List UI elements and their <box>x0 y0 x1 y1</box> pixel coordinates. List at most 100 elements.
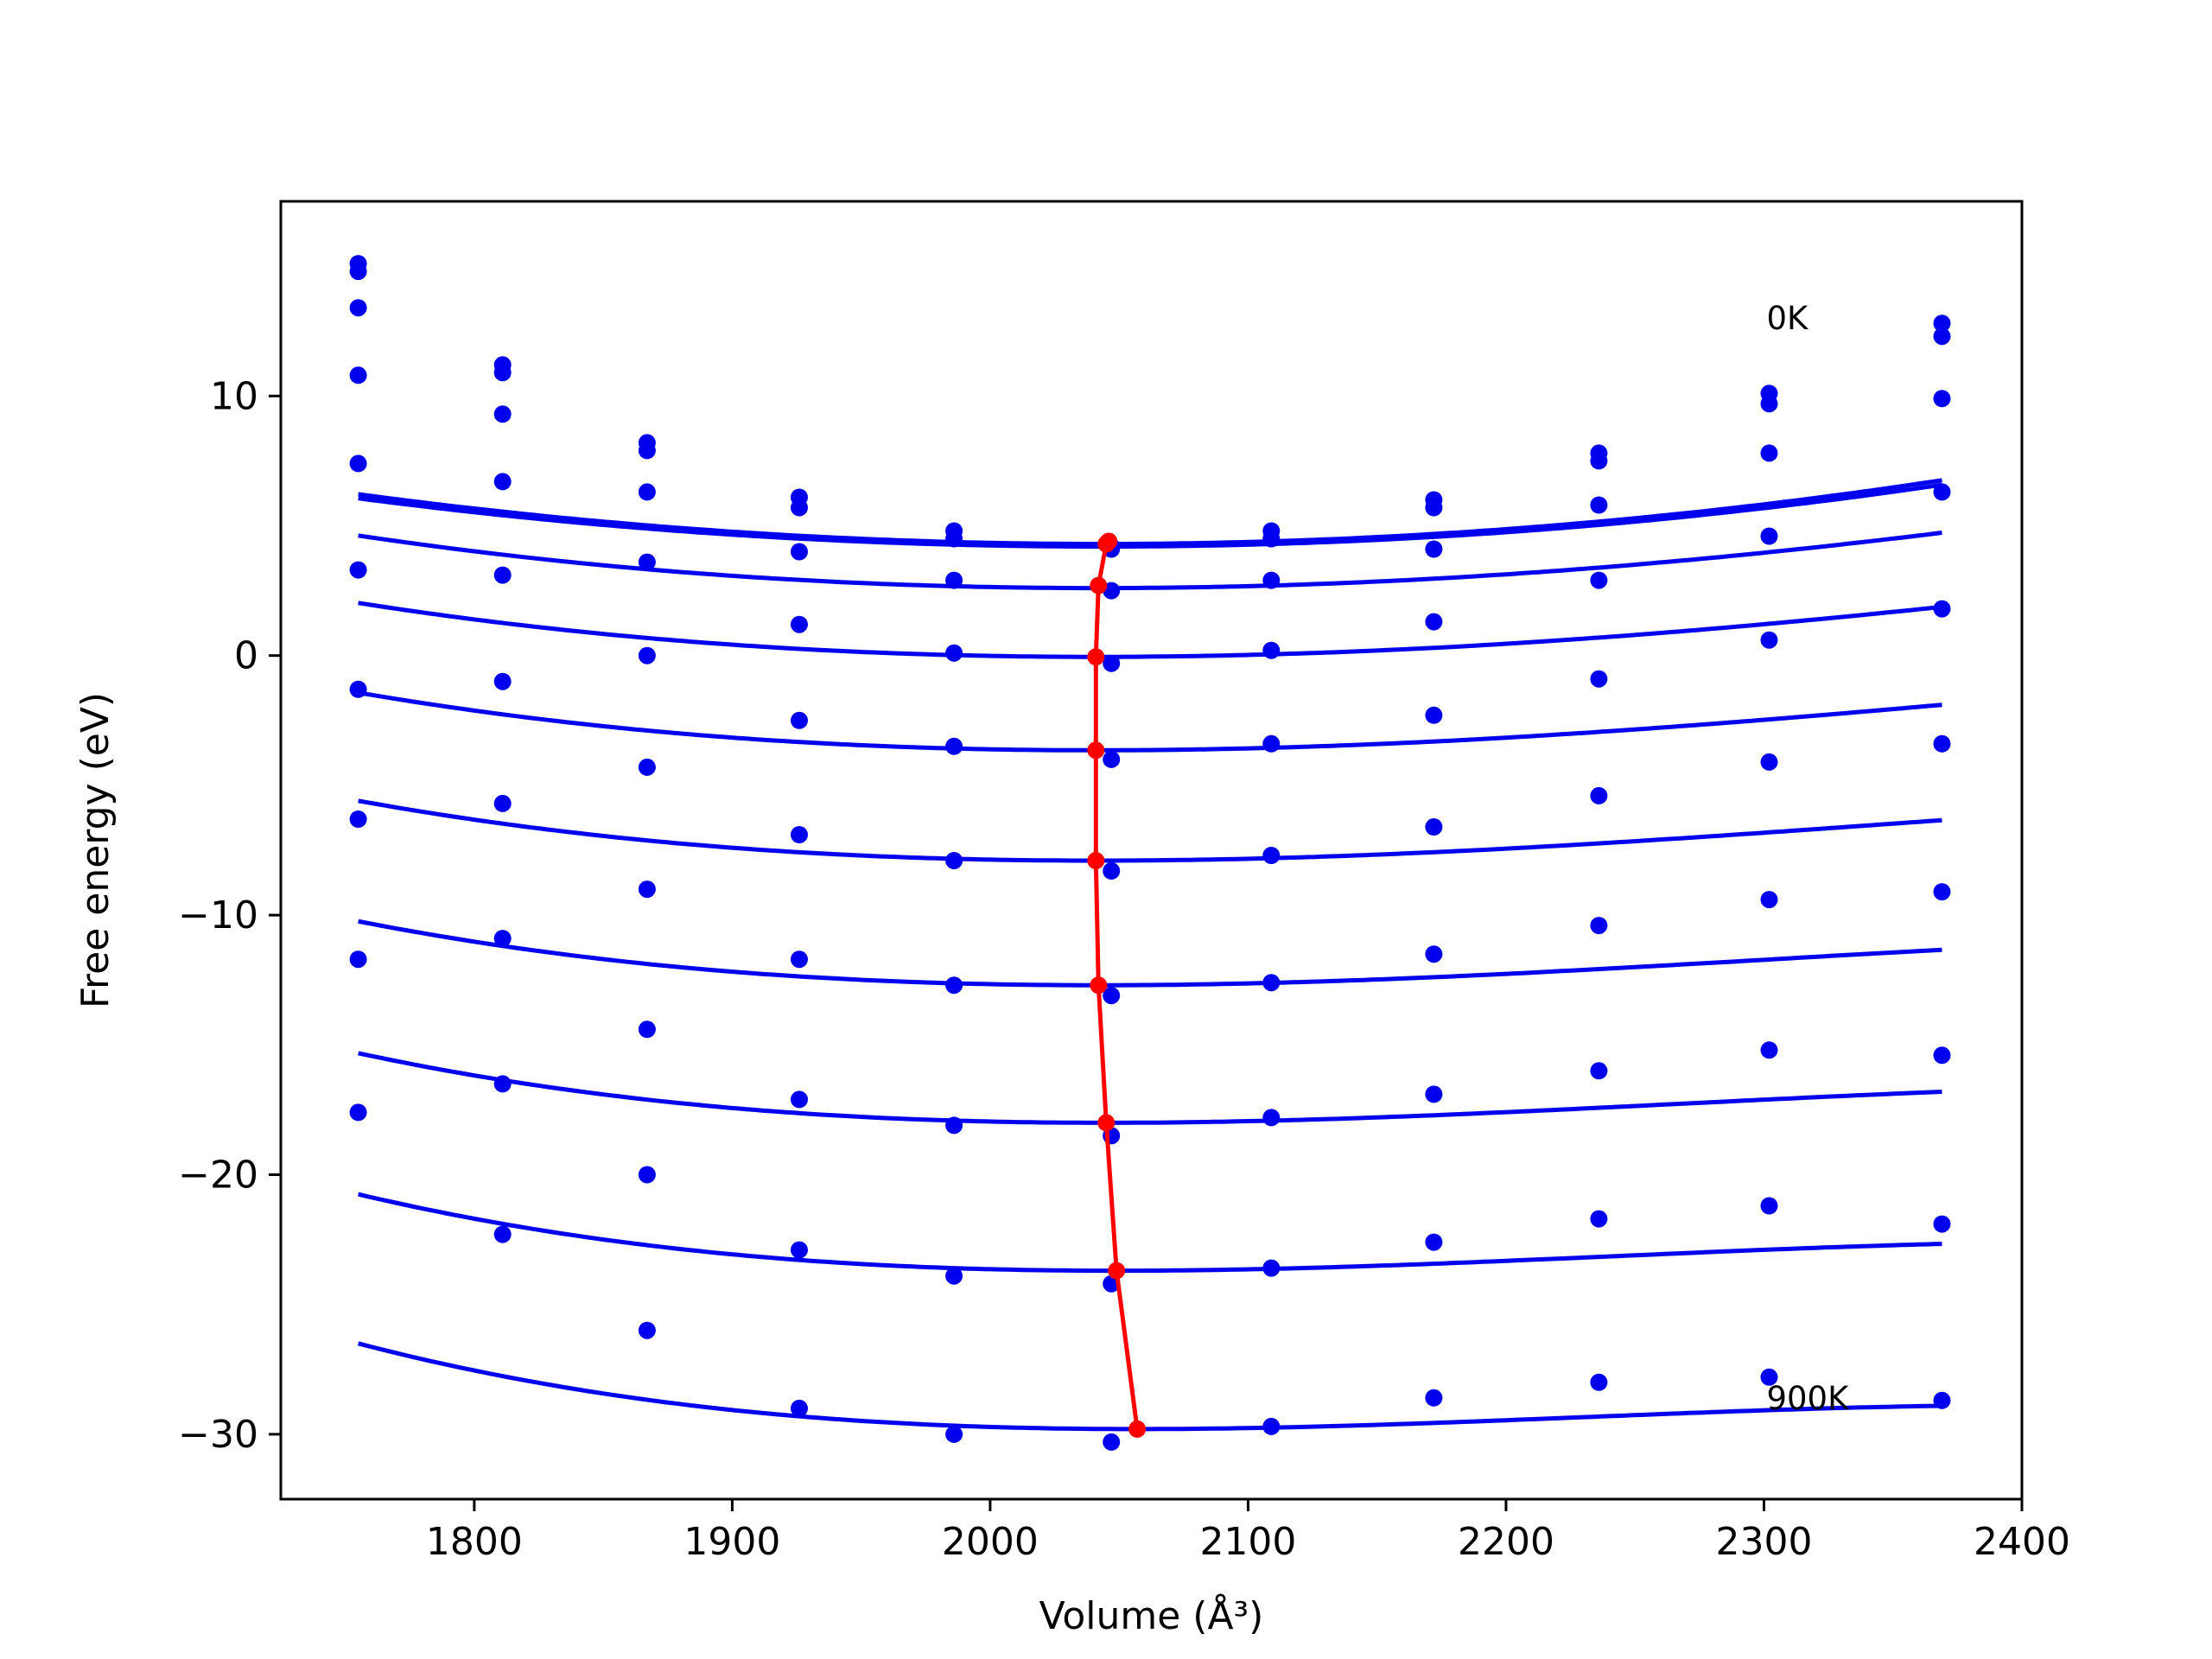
data-point-7-10 <box>1760 891 1778 909</box>
data-point-2-2 <box>493 364 512 382</box>
minimum-point-6 <box>1087 852 1105 869</box>
data-point-3-3 <box>638 483 656 501</box>
annotations: 0K 900K <box>1766 300 1850 1417</box>
data-point-7-3 <box>638 880 656 899</box>
data-point-5-1 <box>349 454 367 473</box>
data-point-5-10 <box>1760 631 1778 649</box>
data-point-4-5 <box>945 644 963 662</box>
data-point-5-11 <box>1933 600 1951 618</box>
x-tick-label-1800: 1800 <box>426 1520 523 1564</box>
data-point-8-10 <box>1760 1041 1778 1059</box>
minimum-point-8 <box>1097 1114 1116 1132</box>
data-point-3-5 <box>945 571 963 589</box>
y-tick-label-3: 0 <box>234 634 258 678</box>
data-point-10-8 <box>1425 1389 1443 1407</box>
fit-curve-3 <box>358 531 1942 591</box>
data-point-4-4 <box>791 615 808 633</box>
data-point-4-7 <box>1262 641 1281 659</box>
data-point-9-8 <box>1425 1233 1443 1251</box>
minimum-point-7 <box>1090 976 1108 995</box>
fit-curve-1 <box>358 478 1942 546</box>
data-point-4-9 <box>1590 571 1608 589</box>
data-point-7-1 <box>349 680 367 698</box>
fit-curve-6 <box>358 798 1942 863</box>
minimum-point-9 <box>1108 1262 1126 1280</box>
data-point-8-7 <box>1262 1109 1281 1127</box>
data-point-9-9 <box>1590 1210 1608 1228</box>
data-point-5-8 <box>1425 706 1443 724</box>
data-point-2-3 <box>638 442 656 460</box>
y-tick-label-0: −30 <box>178 1413 258 1457</box>
minimum-point-3 <box>1090 576 1108 594</box>
data-point-6-5 <box>945 852 963 869</box>
minimum-point-2 <box>1097 535 1116 553</box>
x-tick-label-2400: 2400 <box>1974 1520 2070 1564</box>
minimum-line <box>1087 532 1147 1438</box>
data-point-6-3 <box>638 758 656 776</box>
y-tick-label-4: 10 <box>210 374 258 418</box>
data-point-7-2 <box>493 794 512 812</box>
data-point-2-7 <box>1262 530 1281 548</box>
data-point-3-2 <box>493 405 512 423</box>
annotation-2: 900K <box>1766 1380 1850 1417</box>
x-tick-label-1900: 1900 <box>683 1520 780 1564</box>
x-tick-label-2300: 2300 <box>1715 1520 1812 1564</box>
data-point-8-9 <box>1590 1062 1608 1080</box>
minimum-point-10 <box>1128 1420 1147 1438</box>
data-point-10-6 <box>1103 1433 1121 1451</box>
data-point-7-6 <box>1103 987 1121 1005</box>
fit-curve-10 <box>357 1341 1942 1432</box>
minimum-point-4 <box>1087 648 1105 666</box>
x-tick-label-2000: 2000 <box>942 1520 1039 1564</box>
data-point-7-8 <box>1425 945 1443 963</box>
data-point-6-7 <box>1262 847 1281 864</box>
data-point-3-7 <box>1262 571 1281 589</box>
x-axis-ticks: 1800 1900 2000 2100 2200 2300 2400 <box>426 1499 2070 1564</box>
data-point-10-9 <box>1590 1373 1608 1391</box>
data-point-6-10 <box>1760 753 1778 771</box>
data-point-5-2 <box>493 566 512 584</box>
data-points <box>349 255 1951 1451</box>
data-point-5-6 <box>1103 750 1121 768</box>
data-point-6-11 <box>1933 734 1951 753</box>
x-axis-label: Volume (Å³) <box>1039 1592 1264 1638</box>
data-point-6-1 <box>349 561 367 579</box>
data-point-4-8 <box>1425 613 1443 631</box>
data-point-7-4 <box>791 950 808 969</box>
data-point-6-9 <box>1590 786 1608 804</box>
data-point-7-9 <box>1590 917 1608 935</box>
data-point-2-4 <box>791 499 808 517</box>
data-point-10-7 <box>1262 1417 1281 1435</box>
data-point-1-11 <box>1933 315 1951 333</box>
data-point-3-10 <box>1760 444 1778 462</box>
data-point-8-3 <box>638 1020 656 1039</box>
data-point-9-11 <box>1933 1215 1951 1233</box>
data-point-2-10 <box>1760 395 1778 413</box>
data-point-9-3 <box>638 1166 656 1184</box>
x-tick-label-2100: 2100 <box>1199 1520 1296 1564</box>
data-point-8-5 <box>945 1116 963 1135</box>
data-point-10-5 <box>945 1425 963 1443</box>
data-point-3-8 <box>1425 540 1443 558</box>
data-point-7-7 <box>1262 974 1281 992</box>
data-point-10-11 <box>1933 1391 1951 1409</box>
data-point-9-4 <box>791 1241 808 1259</box>
data-point-7-5 <box>945 976 963 995</box>
data-point-5-3 <box>638 646 656 664</box>
annotation-1: 0K <box>1766 300 1809 337</box>
data-point-10-4 <box>791 1399 808 1417</box>
data-point-9-2 <box>493 1075 512 1093</box>
data-point-5-4 <box>791 711 808 729</box>
y-axis-ticks: −30 −20 −10 0 10 <box>178 374 281 1457</box>
data-point-9-7 <box>1262 1259 1281 1277</box>
data-point-8-1 <box>349 810 367 828</box>
data-point-10-1 <box>349 1103 367 1122</box>
y-tick-label-1: −20 <box>178 1154 258 1198</box>
data-point-8-11 <box>1933 1046 1951 1065</box>
data-point-6-6 <box>1103 862 1121 880</box>
fit-curves <box>357 478 1942 1432</box>
data-point-8-2 <box>493 930 512 948</box>
data-point-5-9 <box>1590 670 1608 688</box>
